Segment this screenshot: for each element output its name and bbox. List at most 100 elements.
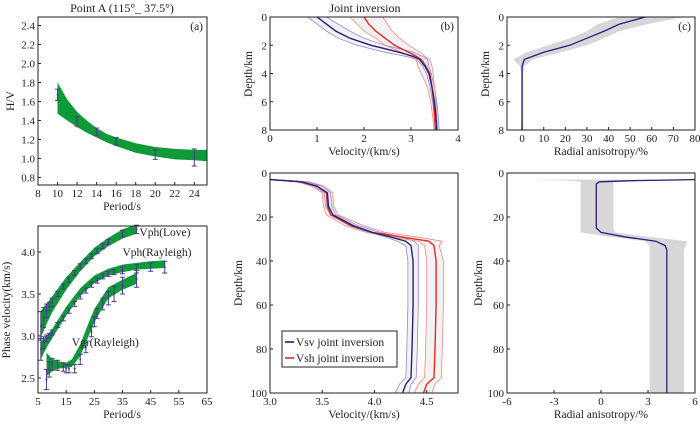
anisotropy-line xyxy=(521,17,646,130)
xlabel-hv: Period/s xyxy=(103,201,141,213)
ytick-label-disp: 2.5 xyxy=(21,373,35,385)
error-bar-hv xyxy=(113,137,119,146)
error-bar-vgr-rayleigh xyxy=(72,363,78,374)
panel-label-c: (c) xyxy=(678,21,691,33)
xtick-label-vs_shallow: 2 xyxy=(361,133,367,145)
error-bar-vph-love xyxy=(100,243,106,250)
error-bar-hv xyxy=(74,116,80,127)
panel-vs-shallow: 0 1 2 3 4 0 2 4 6 8 xyxy=(262,12,462,145)
ytick-label-vs_shallow: 2 xyxy=(262,40,268,52)
ytick-label-disp: 3.5 xyxy=(21,289,35,301)
ytick-label-anis_deep: 40 xyxy=(493,256,505,268)
xtick-label-vs_deep: 4.0 xyxy=(368,396,382,408)
data-point-vph-love xyxy=(79,265,82,268)
data-point-vph-love xyxy=(101,245,104,248)
data-point-vph-love xyxy=(51,301,54,304)
xtick-label-anis_deep: -3 xyxy=(549,396,559,408)
data-point-vph-love xyxy=(73,271,76,274)
data-point-vph-love xyxy=(39,324,42,327)
anisotropy-line xyxy=(595,178,695,393)
data-point-vgr-rayleigh xyxy=(96,312,99,315)
bound-low-vsv xyxy=(270,179,409,393)
data-point-vph-love xyxy=(121,232,124,235)
ytick-label-hv: 2.0 xyxy=(21,59,35,71)
data-point-vgr-rayleigh xyxy=(62,365,65,368)
xtick-label-anis_shallow: 40 xyxy=(603,133,615,145)
error-bar-hv xyxy=(94,127,100,137)
data-point-vgr-rayleigh xyxy=(73,367,76,370)
data-point-vph-rayleigh xyxy=(163,266,166,269)
ytick-label-hv: 1.6 xyxy=(21,96,35,108)
error-bar-vph-rayleigh xyxy=(72,301,78,308)
ylabel-dispersion: Phase velocity(km/s) xyxy=(1,261,13,358)
ytick-label-vs_deep: 0 xyxy=(262,168,268,180)
xtick-label-vs_shallow: 4 xyxy=(455,133,461,145)
error-bar-vgr-rayleigh xyxy=(77,353,83,365)
ytick-label-hv: 1.4 xyxy=(21,115,35,127)
series-label-vph-rayleigh: Vph(Rayleigh) xyxy=(123,247,192,259)
error-bar-vph-rayleigh xyxy=(89,281,95,288)
bound-low-vsv xyxy=(307,17,436,130)
legend-label-vsh: Vsh joint inversion xyxy=(296,353,384,365)
error-bar-vgr-rayleigh xyxy=(134,269,140,288)
error-bar-vph-rayleigh xyxy=(38,337,44,361)
profile-line-vsv xyxy=(316,17,438,130)
error-bar-vph-love xyxy=(83,258,89,265)
series-label-vph-love: Vph(Love) xyxy=(139,227,190,239)
band-vgr-rayleigh xyxy=(46,273,137,377)
error-bar-vgr-rayleigh xyxy=(46,361,52,378)
ytick-label-vs_deep: 80 xyxy=(256,344,268,356)
xtick-label-hv: 18 xyxy=(130,188,142,200)
xtick-label-hv: 8 xyxy=(35,188,41,200)
error-bar-vph-love xyxy=(41,306,47,329)
data-point-vgr-rayleigh xyxy=(67,367,70,370)
error-bar-vph-love xyxy=(134,224,140,235)
data-point-vph-love xyxy=(56,292,59,295)
error-bar-vgr-rayleigh xyxy=(120,276,125,295)
bound-high-vsv xyxy=(326,17,440,130)
ytick-label-anis_deep: 80 xyxy=(493,344,505,356)
data-point-vph-rayleigh xyxy=(67,309,70,312)
error-bar-vph-rayleigh xyxy=(162,260,168,274)
error-bar-vph-rayleigh xyxy=(94,277,100,284)
legend-vs-deep: Vsv joint inversion Vsh joint inversion xyxy=(281,330,398,368)
panel-dispersion: Vph(Love) Vph(Rayleigh) Vgr(Rayleigh) 5 15 25… xyxy=(21,224,213,408)
error-bar-vph-rayleigh xyxy=(120,266,125,275)
xtick-label-hv: 22 xyxy=(169,188,180,200)
ytick-label-hv: 2.2 xyxy=(21,40,35,52)
xtick-label-anis_shallow: 20 xyxy=(560,133,572,145)
xtick-label-vs_deep: 3.0 xyxy=(263,396,277,408)
data-point-vph-love xyxy=(90,255,93,258)
series-label-vgr-rayleigh: Vgr(Rayleigh) xyxy=(72,337,139,349)
ylabel-anisotropy-shallow: Depth/km xyxy=(480,51,492,97)
xtick-label-anis_deep: 0 xyxy=(598,396,604,408)
xlabel-vs-shallow: Velocity/(km/s) xyxy=(328,146,400,158)
data-point-vph-rayleigh xyxy=(113,271,116,274)
data-point-vph-love xyxy=(62,285,65,288)
error-bar-vph-rayleigh xyxy=(41,336,47,350)
error-bar-vph-love xyxy=(46,301,52,312)
data-point-vph-rayleigh xyxy=(101,275,104,278)
data-point-vgr-rayleigh xyxy=(135,277,138,280)
data-point-hv xyxy=(193,156,196,159)
data-point-vgr-rayleigh xyxy=(45,378,48,381)
data-point-vgr-rayleigh xyxy=(107,297,110,300)
data-point-vgr-rayleigh xyxy=(56,364,59,367)
data-point-vph-rayleigh xyxy=(73,303,76,306)
xtick-label-disp: 25 xyxy=(89,396,101,408)
data-point-vph-love xyxy=(107,240,110,243)
data-point-vgr-rayleigh xyxy=(84,346,87,349)
xtick-label-vs_deep: 4.5 xyxy=(420,396,434,408)
ytick-label-anis_shallow: 6 xyxy=(499,97,505,109)
data-point-vgr-rayleigh xyxy=(101,303,104,306)
xtick-label-hv: 20 xyxy=(150,188,162,200)
error-bar-hv xyxy=(55,88,61,102)
xtick-label-hv: 10 xyxy=(52,188,64,200)
data-point-vph-love xyxy=(135,228,138,231)
ytick-label-anis_shallow: 8 xyxy=(499,125,505,137)
uncertainty-fill-vsh xyxy=(270,179,444,393)
error-bar-vph-love xyxy=(120,229,125,238)
data-point-vph-love xyxy=(67,278,70,281)
